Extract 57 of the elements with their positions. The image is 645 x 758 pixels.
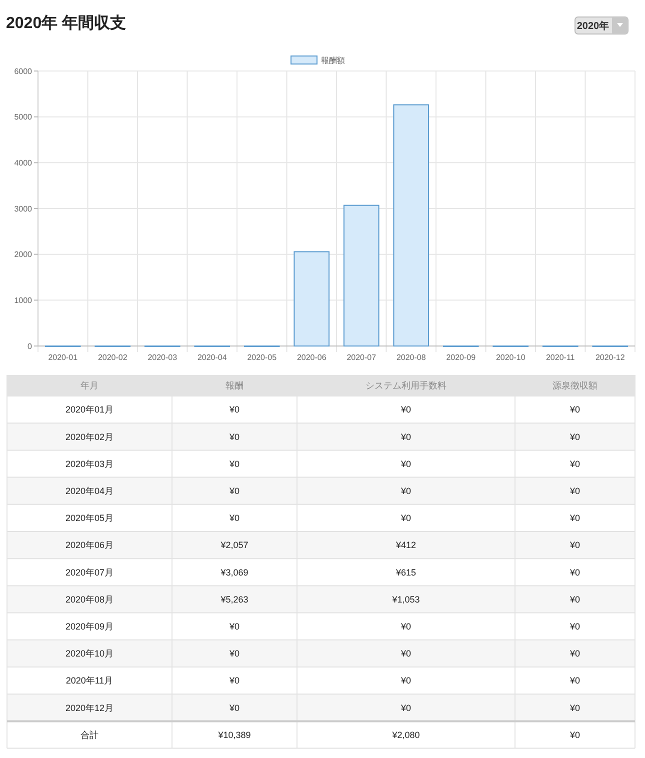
data-label: ¥2,080: [391, 730, 420, 740]
category-label: 2020年09月: [65, 622, 114, 632]
data-label: ¥615: [394, 567, 416, 578]
data-label: ¥0: [568, 458, 580, 469]
legend-label: 報酬額: [321, 56, 345, 65]
category-label: 2020年01月: [65, 404, 114, 415]
data-label: ¥0: [400, 513, 412, 524]
data-label: ¥10,389: [217, 730, 251, 740]
x-tick-label: 2020-07: [346, 353, 377, 362]
data-label: ¥0: [228, 458, 240, 469]
y-tick-label: 4000: [14, 158, 33, 168]
x-tick-label: 2020-04: [197, 353, 228, 362]
text: 2020年: [576, 20, 610, 32]
x-tick-label: 2020-03: [148, 353, 178, 362]
x-tick-label: 2020-01: [48, 353, 78, 362]
data-label: ¥0: [228, 404, 240, 415]
text: 源泉徴収額: [552, 380, 598, 391]
data-label: ¥0: [568, 676, 580, 686]
y-tick-label: 1000: [14, 296, 33, 305]
x-tick-label: 2020-06: [296, 353, 327, 362]
data-label: ¥0: [400, 622, 412, 632]
x-tick-label: 2020-12: [595, 353, 626, 362]
y-tick-label: 5000: [14, 112, 33, 122]
bar: [343, 204, 380, 346]
data-label: ¥0: [400, 676, 412, 686]
data-label: ¥0: [400, 404, 412, 415]
data-label: ¥0: [228, 676, 240, 686]
x-tick-label: 2020-05: [247, 353, 278, 362]
x-tick-label: 2020-08: [396, 353, 426, 362]
text: 年月: [80, 380, 98, 391]
data-label: ¥0: [568, 622, 580, 632]
x-tick-label: 2020-02: [98, 353, 128, 362]
y-tick-label: 0: [28, 342, 33, 351]
data-label: ¥0: [568, 404, 580, 415]
data-label: ¥0: [228, 513, 240, 524]
bar: [294, 251, 330, 346]
category-label: 2020年03月: [65, 458, 114, 469]
data-label: ¥0: [568, 730, 580, 740]
category-label: 2020年11月: [66, 676, 114, 686]
chart-title: 2020年 年間収支: [6, 14, 126, 32]
data-label: ¥0: [400, 458, 412, 469]
y-tick-label: 2000: [14, 250, 33, 260]
x-tick-label: 2020-10: [496, 353, 526, 362]
data-label: ¥0: [228, 622, 240, 632]
bar: [393, 104, 430, 346]
text: 報酬: [226, 380, 244, 391]
category-label: 合計: [80, 730, 98, 740]
category-label: 2020年07月: [65, 567, 114, 578]
data-label: ¥3,069: [220, 567, 248, 578]
x-tick-label: 2020-11: [546, 353, 576, 362]
category-label: 2020年05月: [65, 513, 114, 524]
text: システム利用手数料: [366, 380, 446, 391]
data-label: ¥0: [568, 513, 580, 524]
y-tick-label: 6000: [14, 66, 33, 76]
y-tick-label: 3000: [14, 204, 33, 214]
data-label: ¥0: [568, 567, 580, 578]
x-tick-label: 2020-09: [446, 353, 476, 362]
